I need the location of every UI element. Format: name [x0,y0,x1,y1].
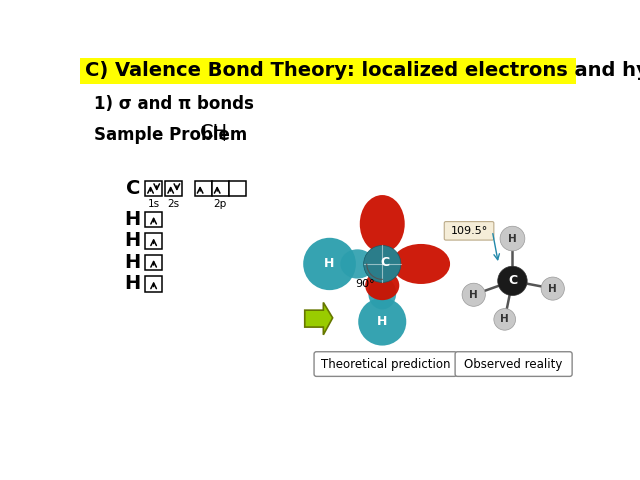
Ellipse shape [364,245,401,282]
Ellipse shape [368,277,396,310]
Bar [145,276,162,292]
Bar [145,255,162,270]
Bar [145,233,162,249]
Ellipse shape [303,238,356,290]
Text: Theoretical prediction: Theoretical prediction [321,358,450,371]
Text: H: H [469,290,478,300]
Text: CH: CH [200,123,228,142]
FancyBboxPatch shape [444,222,494,240]
Text: C: C [125,179,140,198]
Ellipse shape [498,266,527,296]
Ellipse shape [462,283,485,306]
Text: C: C [381,256,390,269]
Text: 4: 4 [218,131,226,144]
Text: H: H [125,231,141,251]
Text: 2s: 2s [168,199,180,209]
Text: C) Valence Bond Theory: localized electrons and hybridization: C) Valence Bond Theory: localized electr… [84,61,640,80]
Bar [145,212,162,227]
Text: H: H [125,253,141,272]
Ellipse shape [360,195,404,253]
Text: H: H [548,284,557,294]
Text: Observed reality: Observed reality [464,358,563,371]
Text: Sample Problem: Sample Problem [94,126,247,144]
Ellipse shape [500,226,525,251]
FancyBboxPatch shape [80,58,576,84]
Text: 2p: 2p [214,199,227,209]
Ellipse shape [365,271,399,300]
Bar [229,181,246,196]
Text: H: H [508,234,517,243]
Text: H: H [377,315,387,328]
Ellipse shape [340,249,374,278]
FancyBboxPatch shape [314,352,457,376]
Text: 1s: 1s [148,199,160,209]
Text: H: H [500,314,509,324]
Ellipse shape [541,277,564,300]
Ellipse shape [392,244,450,284]
Bar [165,181,182,196]
Text: H: H [324,257,335,270]
Ellipse shape [358,298,406,346]
Text: H: H [125,275,141,293]
Ellipse shape [494,309,516,330]
Bar [145,181,162,196]
Text: 90°: 90° [355,279,375,289]
Bar [212,181,229,196]
Polygon shape [305,302,333,335]
FancyBboxPatch shape [455,352,572,376]
Text: H: H [125,210,141,229]
Text: C: C [508,275,517,288]
Text: 1) σ and π bonds: 1) σ and π bonds [94,95,254,113]
Bar [195,181,212,196]
Text: 109.5°: 109.5° [451,226,488,236]
